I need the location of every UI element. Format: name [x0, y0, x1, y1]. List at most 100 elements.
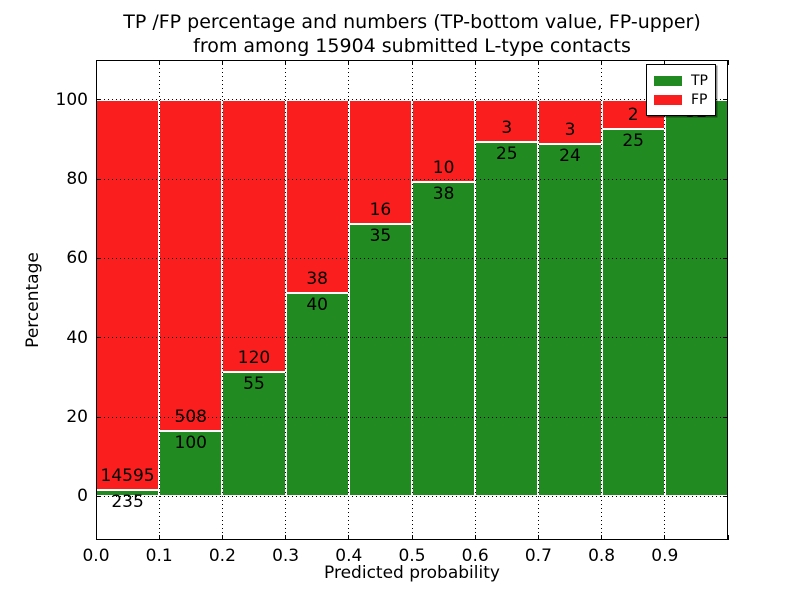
fp-count-label: 508: [174, 407, 207, 428]
x-tick-label: 0.4: [335, 546, 363, 566]
tp-count-label: 25: [622, 131, 644, 152]
x-gridline: [474, 60, 476, 540]
fp-count-label: 120: [237, 347, 271, 368]
tp-bar-segment: [664, 99, 728, 497]
y-tick-label: 60: [66, 248, 88, 269]
x-gridline: [285, 60, 287, 540]
x-gridline: [601, 60, 603, 540]
x-tick-mark: [348, 535, 350, 540]
fp-bar-segment: [348, 99, 412, 225]
fp-count-label: 38: [306, 268, 328, 289]
x-tick-mark: [537, 535, 539, 540]
tp-count-label: 35: [369, 226, 392, 247]
y-tick-label: 100: [55, 89, 88, 110]
fp-count-label: 2: [627, 105, 639, 126]
y-tick-label: 40: [66, 327, 88, 348]
x-gridline: [664, 60, 666, 540]
x-tick-mark: [537, 60, 539, 65]
tp-bar-segment: [412, 182, 476, 497]
tp-count-label: 40: [306, 294, 328, 315]
tp-count-label: 25: [495, 144, 518, 165]
x-tick-mark: [727, 535, 729, 540]
fp-count-label: 10: [432, 158, 455, 179]
tp-count-label: 235: [111, 492, 144, 513]
x-tick-mark: [221, 60, 223, 65]
x-tick-mark: [727, 60, 729, 65]
y-tick-label: 80: [66, 169, 88, 189]
x-tick-mark: [664, 535, 666, 540]
legend-item-tp: TP: [654, 73, 708, 89]
fp-count-label: 3: [564, 119, 576, 140]
x-tick-mark: [664, 60, 666, 65]
fp-count-label: 14595: [100, 466, 155, 487]
y-tick-mark: [96, 416, 101, 418]
legend-label-tp: TP: [691, 73, 708, 89]
x-tick-label: 0.6: [461, 546, 489, 566]
tp-count-label: 38: [432, 184, 455, 205]
x-tick-label: 0.5: [398, 546, 426, 566]
fp-swatch-icon: [654, 95, 682, 105]
tp-bar-segment: [475, 142, 539, 497]
y-tick-label: 20: [66, 407, 88, 428]
y-tick-mark: [723, 99, 728, 101]
y-tick-mark: [96, 337, 101, 339]
chart-title-line-1: TP /FP percentage and numbers (TP-bottom…: [123, 11, 701, 33]
tp-count-label: 100: [174, 433, 207, 454]
x-tick-mark: [411, 535, 413, 540]
tp-bar-segment: [348, 224, 412, 497]
x-tick-label: 0.8: [588, 546, 616, 566]
x-tick-mark: [601, 535, 603, 540]
y-axis-label: Percentage: [23, 252, 43, 348]
x-tick-mark: [601, 60, 603, 65]
x-gridline: [537, 60, 539, 540]
tp-count-label: 55: [243, 373, 265, 394]
x-tick-mark: [285, 535, 287, 540]
tp-bar-segment: [285, 292, 349, 497]
fp-bar-segment: [159, 99, 223, 432]
plot-area: 14595 235 508 100 120 55 38 40 16 35 10 38 3 25 3 24 2 25…: [95, 60, 729, 540]
fp-bar-segment: [222, 99, 286, 372]
fp-bar-segment: [412, 99, 476, 183]
x-axis-label: Predicted probability: [324, 563, 500, 583]
x-tick-mark: [158, 535, 160, 540]
tp-count-label: 24: [559, 145, 581, 166]
fp-bar-segment: [285, 99, 349, 293]
fp-bar-segment: [538, 99, 602, 144]
fp-bar-segment: [475, 99, 539, 143]
x-gridline: [221, 60, 223, 540]
chart-title-line-2: from among 15904 submitted L-type contac…: [193, 35, 631, 57]
x-gridline: [158, 60, 160, 540]
chart-title: TP /FP percentage and numbers (TP-bottom…: [96, 10, 728, 58]
tp-swatch-icon: [654, 76, 682, 86]
y-tick-mark: [723, 495, 728, 497]
tp-bar-segment: [159, 431, 223, 497]
x-tick-mark: [95, 60, 97, 65]
x-tick-mark: [474, 535, 476, 540]
x-gridline: [348, 60, 350, 540]
x-tick-mark: [221, 535, 223, 540]
y-tick-label: 0: [77, 486, 88, 507]
x-gridline: [411, 60, 413, 540]
x-tick-label: 0.3: [272, 546, 300, 566]
x-tick-label: 0.7: [524, 546, 552, 566]
fp-count-label: 16: [369, 200, 392, 221]
legend-label-fp: FP: [691, 92, 708, 108]
y-tick-mark: [723, 257, 728, 259]
x-tick-label: 0.9: [651, 546, 679, 566]
x-tick-mark: [348, 60, 350, 65]
y-tick-mark: [96, 178, 101, 180]
y-tick-mark: [723, 416, 728, 418]
x-tick-mark: [411, 60, 413, 65]
x-tick-label: 0.2: [208, 546, 236, 566]
x-tick-label: 0.0: [82, 546, 110, 566]
y-tick-mark: [96, 495, 101, 497]
x-tick-label: 0.1: [145, 546, 173, 566]
y-tick-mark: [96, 99, 101, 101]
y-tick-mark: [723, 337, 728, 339]
fp-bar-segment: [96, 99, 160, 491]
y-tick-mark: [96, 257, 101, 259]
x-tick-mark: [285, 60, 287, 65]
legend: TP FP: [646, 64, 716, 116]
tp-bar-segment: [601, 129, 665, 497]
